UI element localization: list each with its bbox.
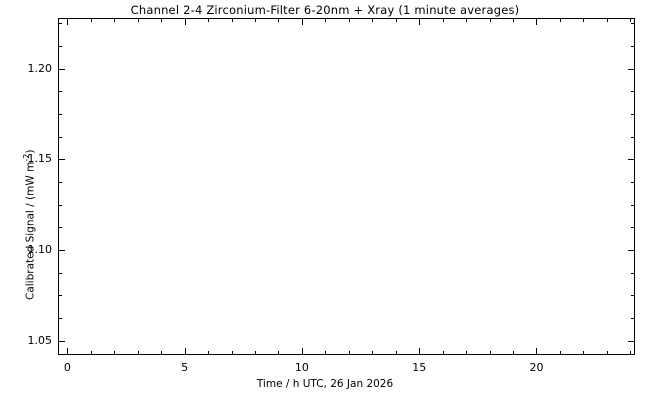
y-axis-title: Calibrated Signal / (mW m-2) — [22, 149, 37, 300]
plot-title: Channel 2-4 Zirconium-Filter 6-20nm + Xr… — [130, 3, 520, 17]
plot-frame — [58, 18, 635, 355]
x-axis-title: Time / h UTC, 26 Jan 2026 — [256, 378, 394, 390]
